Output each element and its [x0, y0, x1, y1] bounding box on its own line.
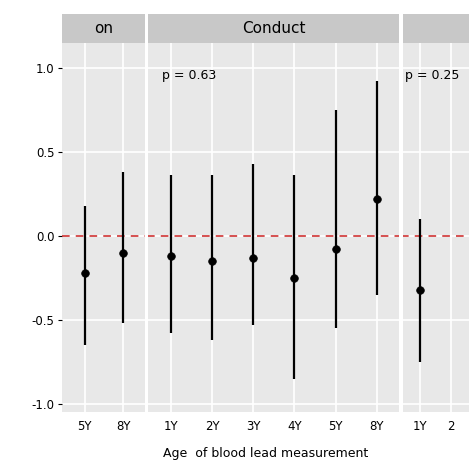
- Text: p = 0.63: p = 0.63: [162, 69, 216, 82]
- Text: Age  of blood lead measurement: Age of blood lead measurement: [163, 447, 368, 460]
- Text: p = 0.25: p = 0.25: [405, 69, 460, 82]
- Text: Conduct: Conduct: [242, 21, 306, 36]
- Text: on: on: [95, 21, 114, 36]
